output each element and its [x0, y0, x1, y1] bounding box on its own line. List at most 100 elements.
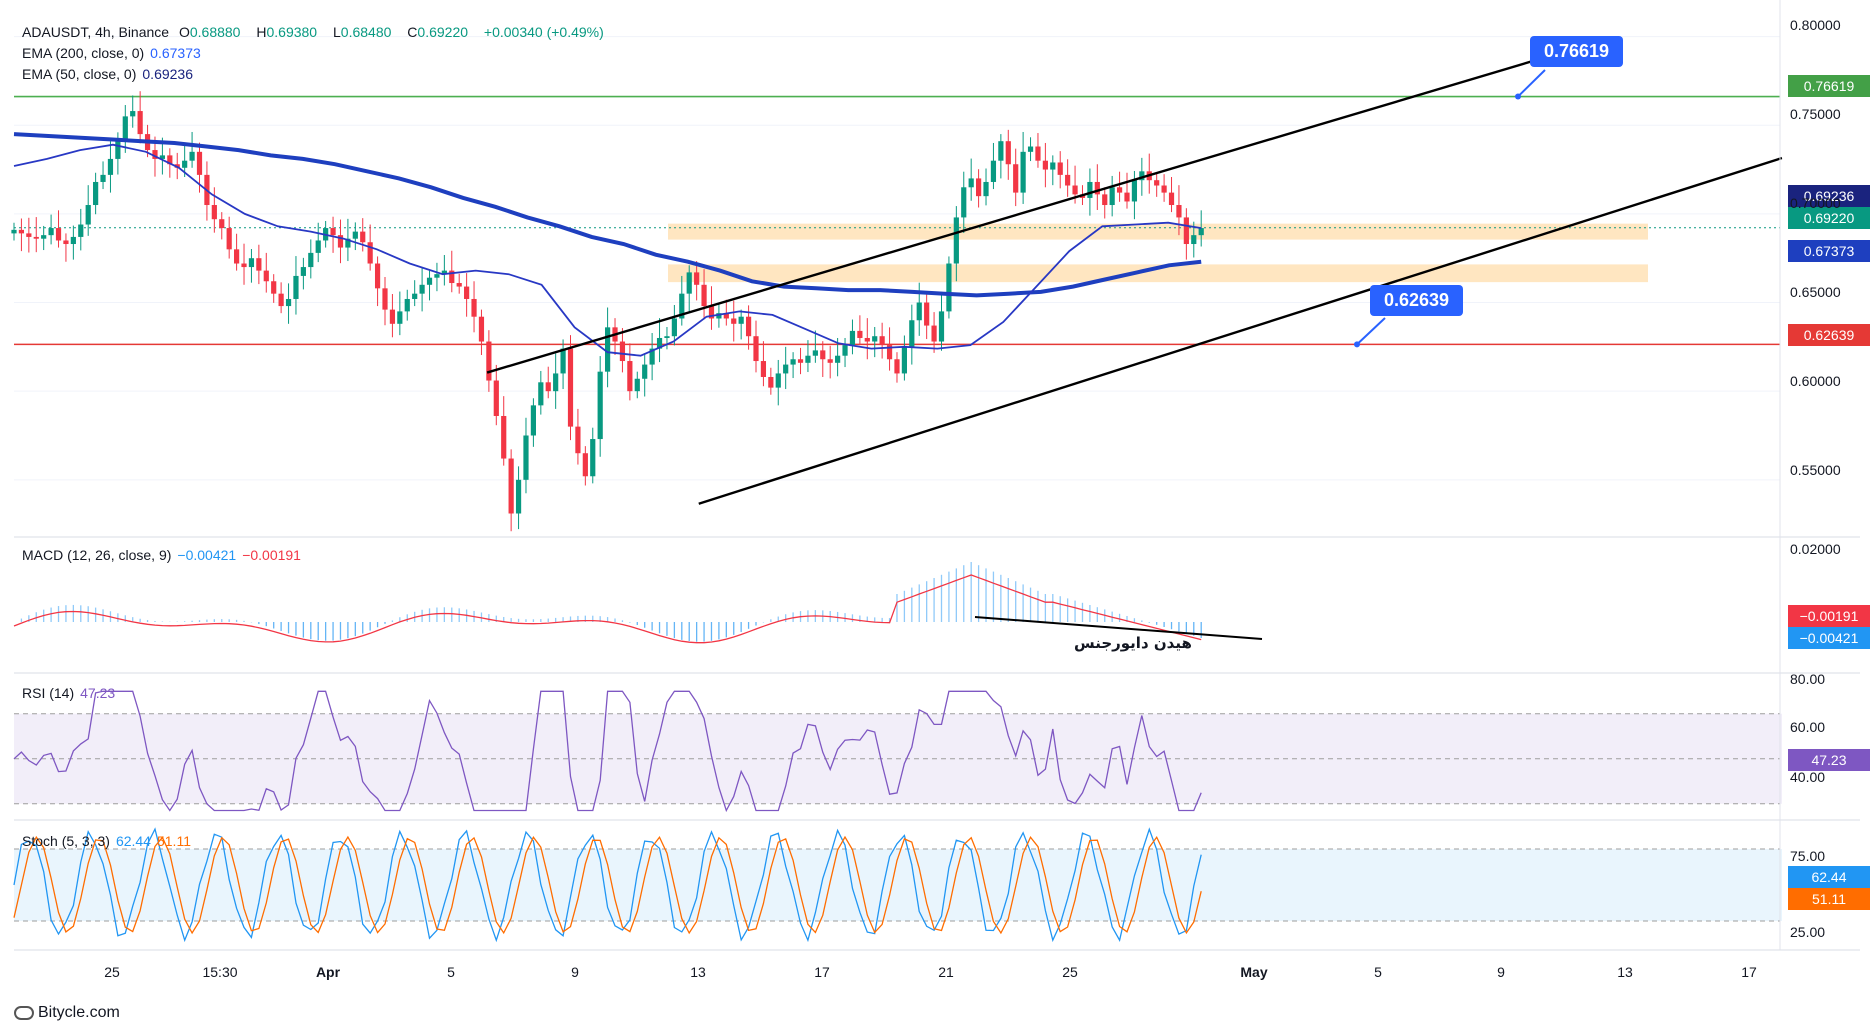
candle-body	[916, 302, 922, 321]
candle-body	[894, 359, 900, 374]
candle-body	[671, 318, 677, 337]
time-axis-label: Apr	[315, 964, 341, 980]
low-label: L	[332, 24, 341, 40]
candle-body	[953, 217, 959, 264]
stoch-band	[14, 849, 1782, 921]
candle-body	[753, 336, 759, 362]
price-axis-label: 0.60000	[1790, 373, 1841, 389]
support-resistance-zones	[668, 223, 1648, 283]
candle-body	[48, 228, 54, 236]
candle-body	[1131, 180, 1138, 202]
candle-body	[26, 233, 32, 237]
candle-body	[100, 174, 106, 182]
candle-body	[93, 181, 99, 206]
candle-body	[130, 111, 136, 117]
channel-lower-line	[698, 156, 1783, 505]
candle-body	[501, 415, 507, 459]
candle-body	[1072, 185, 1078, 195]
candle-body	[508, 458, 514, 514]
candle-body	[886, 345, 893, 360]
ema50-value: 0.69236	[142, 66, 193, 82]
signal-value: −0.00191	[242, 547, 301, 563]
candle-body	[107, 158, 114, 175]
time-axis-label: 17	[814, 964, 830, 980]
time-axis-label: 25	[104, 964, 120, 980]
ema50-price-tag: 0.69236	[1788, 185, 1870, 207]
candle-body	[642, 364, 648, 379]
candle-body	[686, 272, 692, 294]
rsi-legend: RSI (14) 47.23	[22, 685, 121, 701]
candle-body	[1065, 174, 1071, 186]
candle-body	[63, 240, 69, 245]
candle-body	[1198, 228, 1204, 236]
candle-body	[842, 345, 848, 356]
candle-body	[968, 178, 974, 188]
rsi-pane	[13, 690, 1782, 813]
high-label: H	[256, 24, 267, 40]
candle-body	[330, 228, 336, 236]
main-legend: ADAUSDT, 4h, Binance O0.68880 H0.69380 L…	[22, 24, 610, 40]
candle-body	[901, 346, 907, 374]
open-value: 0.68880	[189, 24, 241, 40]
candle-body	[374, 263, 381, 289]
candle-body	[990, 160, 997, 182]
candle-body	[790, 359, 796, 365]
time-axis-label: 13	[690, 964, 706, 980]
ohlc-open: O0.68880	[179, 24, 247, 40]
candle-body	[1139, 171, 1145, 181]
stoch-axis-label: 75.00	[1790, 848, 1826, 864]
candle-body	[367, 242, 373, 264]
candle-body	[55, 228, 62, 241]
candle-body	[597, 371, 603, 440]
candle-body	[827, 359, 833, 363]
candle-body	[708, 306, 715, 319]
candle-body	[515, 479, 522, 514]
candle-body	[219, 219, 225, 229]
time-axis-label: 5	[447, 964, 455, 980]
candle-body	[760, 361, 767, 377]
ema200-legend: EMA (200, close, 0) 0.67373	[22, 45, 207, 61]
candle-body	[879, 336, 885, 346]
ema200-price-tag: 0.67373	[1788, 240, 1870, 262]
candle-body	[278, 293, 284, 307]
stoch-axis-label: 25.00	[1790, 924, 1826, 940]
rsi-label: RSI (14)	[22, 685, 75, 701]
ema-lines	[13, 132, 1202, 357]
brand-watermark[interactable]: Bitycle.com	[14, 1004, 120, 1022]
macd-legend: MACD (12, 26, close, 9) −0.00421 −0.00191	[22, 547, 307, 563]
last-price-tag: 0.69220	[1788, 207, 1870, 229]
candle-body	[315, 240, 321, 253]
candle-body	[241, 263, 247, 268]
divergence-line	[974, 616, 1263, 640]
candle-body	[835, 355, 841, 363]
candle-body	[271, 281, 277, 294]
candle-body	[872, 336, 878, 342]
candle-body	[1020, 151, 1026, 193]
stoch-label: Stoch (5, 3, 3)	[22, 833, 110, 849]
macd-price-tag: −0.00421	[1788, 627, 1870, 649]
candle-body	[189, 151, 195, 161]
stoch-k-line	[13, 827, 1202, 943]
stoch-pane	[13, 827, 1782, 943]
macd-signal-line	[13, 574, 1202, 644]
candle-body	[449, 270, 455, 284]
candle-body	[1191, 235, 1197, 245]
candle-body	[1183, 217, 1189, 245]
candle-body	[1050, 162, 1056, 170]
stoch-d-line	[13, 835, 1202, 935]
candle-body	[1176, 205, 1182, 218]
rsi-price-tag: 47.23	[1788, 749, 1870, 771]
candle-body	[605, 327, 611, 372]
hidden-divergence-annotation: هیدن دایورجنس	[1074, 634, 1192, 652]
candle-body	[745, 316, 752, 337]
candle-body	[434, 274, 440, 278]
candle-body	[553, 373, 559, 392]
candle-body	[649, 348, 655, 365]
candle-body	[196, 151, 203, 175]
candle-body	[263, 270, 269, 282]
rsi-axis-label: 80.00	[1790, 671, 1826, 687]
candle-body	[345, 238, 351, 248]
candle-body	[11, 229, 17, 234]
candle-body	[167, 155, 173, 165]
